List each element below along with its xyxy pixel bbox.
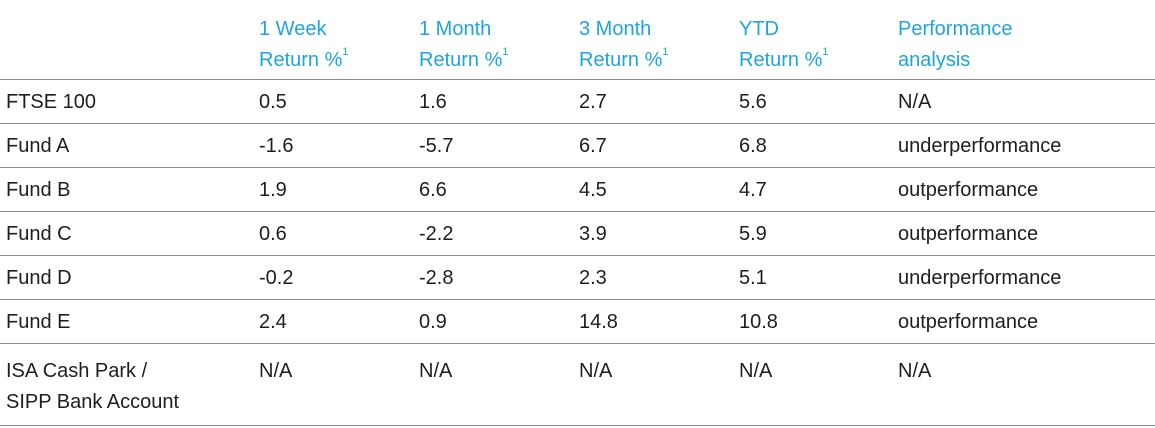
return-3-month: 2.3 bbox=[579, 267, 607, 289]
fund-name-line2: SIPP Bank Account bbox=[6, 391, 180, 413]
performance-analysis: outperformance bbox=[898, 311, 1039, 333]
header-1-week-return: 1 Week Return %1 bbox=[259, 14, 349, 76]
fund-name: FTSE 100 bbox=[6, 91, 97, 113]
return-1-month: -5.7 bbox=[419, 135, 454, 157]
fund-name: Fund B bbox=[6, 179, 71, 201]
return-ytd: 5.6 bbox=[739, 91, 767, 113]
header-line2: Return % bbox=[259, 49, 343, 71]
return-3-month: 2.7 bbox=[579, 91, 607, 113]
return-ytd: 10.8 bbox=[739, 311, 778, 333]
return-ytd: 5.1 bbox=[739, 267, 767, 289]
fund-name-line1: ISA Cash Park / bbox=[6, 360, 148, 382]
table-row: Fund C 0.6 -2.2 3.9 5.9 outperformance bbox=[0, 212, 1155, 256]
return-3-month: 4.5 bbox=[579, 179, 607, 201]
return-1-week: -0.2 bbox=[259, 267, 294, 289]
header-performance-analysis: Performance analysis bbox=[898, 14, 1013, 76]
return-ytd: 5.9 bbox=[739, 223, 767, 245]
return-3-month: 3.9 bbox=[579, 223, 607, 245]
header-line1: 1 Week bbox=[259, 18, 327, 40]
performance-analysis: underperformance bbox=[898, 267, 1062, 289]
header-line2: Return % bbox=[579, 49, 663, 71]
footnote-marker: 1 bbox=[822, 46, 829, 59]
performance-analysis: underperformance bbox=[898, 135, 1062, 157]
header-line2: Return % bbox=[739, 49, 823, 71]
table-row: ISA Cash Park / SIPP Bank Account N/A N/… bbox=[0, 344, 1155, 426]
return-1-month: N/A bbox=[419, 360, 453, 382]
table-row: Fund E 2.4 0.9 14.8 10.8 outperformance bbox=[0, 300, 1155, 344]
table-row: Fund D -0.2 -2.8 2.3 5.1 underperformanc… bbox=[0, 256, 1155, 300]
fund-name: Fund A bbox=[6, 135, 70, 157]
fund-name: Fund D bbox=[6, 267, 72, 289]
table-row: Fund A -1.6 -5.7 6.7 6.8 underperformanc… bbox=[0, 124, 1155, 168]
return-1-month: 0.9 bbox=[419, 311, 447, 333]
header-line1: Performance bbox=[898, 18, 1013, 40]
header-ytd-return: YTD Return %1 bbox=[739, 14, 829, 76]
return-1-month: 6.6 bbox=[419, 179, 447, 201]
return-1-month: -2.2 bbox=[419, 223, 454, 245]
header-line1: 1 Month bbox=[419, 18, 492, 40]
return-ytd: 4.7 bbox=[739, 179, 767, 201]
table-row: Fund B 1.9 6.6 4.5 4.7 outperformance bbox=[0, 168, 1155, 212]
return-3-month: 6.7 bbox=[579, 135, 607, 157]
performance-analysis: outperformance bbox=[898, 223, 1039, 245]
return-1-week: 0.5 bbox=[259, 91, 287, 113]
return-1-week: -1.6 bbox=[259, 135, 294, 157]
return-ytd: 6.8 bbox=[739, 135, 767, 157]
performance-analysis: outperformance bbox=[898, 179, 1039, 201]
footnote-marker: 1 bbox=[662, 46, 669, 59]
return-3-month: 14.8 bbox=[579, 311, 618, 333]
table-row: FTSE 100 0.5 1.6 2.7 5.6 N/A bbox=[0, 80, 1155, 124]
header-line2: Return % bbox=[419, 49, 503, 71]
performance-analysis: N/A bbox=[898, 360, 932, 382]
return-1-week: 0.6 bbox=[259, 223, 287, 245]
table-header-row: 1 Week Return %1 1 Month Return %1 3 Mon… bbox=[0, 0, 1155, 80]
fund-name: ISA Cash Park / SIPP Bank Account bbox=[6, 356, 179, 418]
return-1-month: -2.8 bbox=[419, 267, 454, 289]
return-1-week: N/A bbox=[259, 360, 293, 382]
header-line1: YTD bbox=[739, 18, 779, 40]
header-line1: 3 Month bbox=[579, 18, 652, 40]
fund-name: Fund C bbox=[6, 223, 72, 245]
return-3-month: N/A bbox=[579, 360, 613, 382]
fund-name: Fund E bbox=[6, 311, 71, 333]
footnote-marker: 1 bbox=[502, 46, 509, 59]
return-ytd: N/A bbox=[739, 360, 773, 382]
header-1-month-return: 1 Month Return %1 bbox=[419, 14, 509, 76]
return-1-week: 2.4 bbox=[259, 311, 287, 333]
header-line2: analysis bbox=[898, 49, 971, 71]
footnote-marker: 1 bbox=[342, 46, 349, 59]
performance-analysis: N/A bbox=[898, 91, 932, 113]
return-1-week: 1.9 bbox=[259, 179, 287, 201]
header-3-month-return: 3 Month Return %1 bbox=[579, 14, 669, 76]
return-1-month: 1.6 bbox=[419, 91, 447, 113]
